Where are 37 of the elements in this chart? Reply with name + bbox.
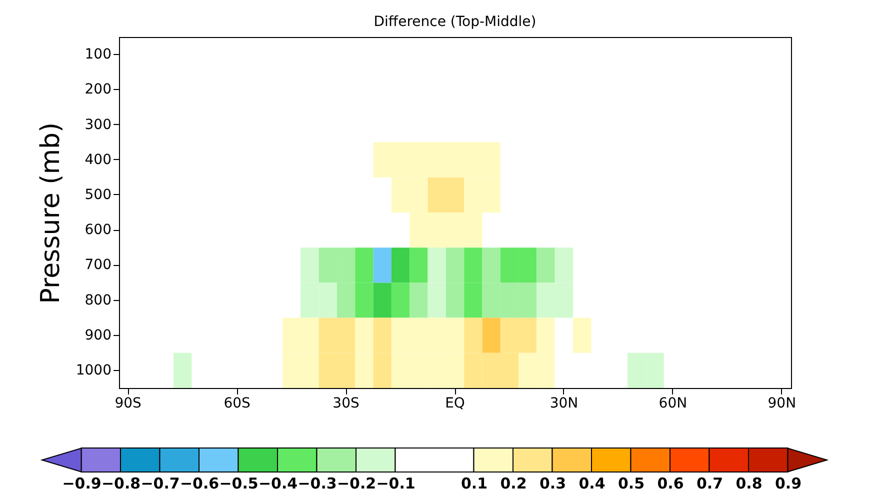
color-bar-label: 0.5 <box>618 474 645 492</box>
y-tick-label: 1000 <box>76 362 112 378</box>
y-tick-label: 700 <box>84 257 112 274</box>
x-tick-label: 30N <box>550 396 578 412</box>
chart-title: Difference (Top-Middle) <box>374 14 536 30</box>
y-tick-label: 200 <box>84 82 112 98</box>
y-tick-label: 600 <box>84 222 112 238</box>
color-bar-label: −0.3 <box>298 474 337 492</box>
x-tick-label: 90S <box>114 396 142 412</box>
x-tick-label: 60S <box>224 396 251 412</box>
x-tick-label: EQ <box>445 396 465 412</box>
y-axis-title: Pressure (mb) <box>36 122 66 304</box>
color-bar-label: 0.3 <box>539 474 566 492</box>
y-tick-label: 100 <box>84 46 112 63</box>
x-tick-label: 30S <box>332 396 360 412</box>
color-bar-label: −0.1 <box>376 474 416 492</box>
color-bar-label: −0.7 <box>140 474 180 492</box>
color-bar-label: 0.6 <box>657 474 684 492</box>
color-bar-label: −0.4 <box>258 474 298 492</box>
color-bar-label: 0.9 <box>774 474 802 492</box>
color-bar-label: 0.1 <box>460 474 488 492</box>
y-tick-label: 900 <box>84 327 112 344</box>
color-bar-label: 0.4 <box>578 474 606 492</box>
color-bar-label: 0.7 <box>696 474 724 492</box>
y-tick-label: 800 <box>84 292 112 308</box>
y-tick-label: 500 <box>84 186 112 203</box>
color-bar-label: 0.8 <box>736 474 762 492</box>
y-tick-label: 300 <box>84 116 112 133</box>
color-bar-label: 0.2 <box>500 474 527 492</box>
color-bar-label: −0.8 <box>101 474 141 492</box>
color-bar-label: −0.9 <box>62 474 102 492</box>
y-tick-label: 400 <box>84 152 112 168</box>
x-tick-label: 90N <box>768 396 796 412</box>
x-tick-label: 60N <box>658 396 688 412</box>
color-bar-label: −0.6 <box>180 474 220 492</box>
color-bar-label: −0.5 <box>219 474 258 492</box>
color-bar-label: −0.2 <box>336 474 376 492</box>
